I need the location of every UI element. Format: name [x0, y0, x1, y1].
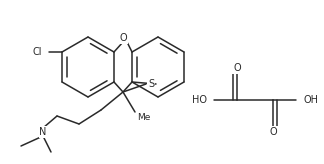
Text: Cl: Cl: [32, 47, 42, 57]
Text: Me: Me: [137, 113, 150, 123]
Text: N: N: [39, 127, 47, 137]
Text: O: O: [269, 127, 277, 137]
Text: O: O: [119, 33, 127, 43]
Text: O: O: [233, 63, 241, 73]
Text: HO: HO: [192, 95, 207, 105]
Text: OH: OH: [303, 95, 318, 105]
Text: S: S: [148, 79, 154, 89]
